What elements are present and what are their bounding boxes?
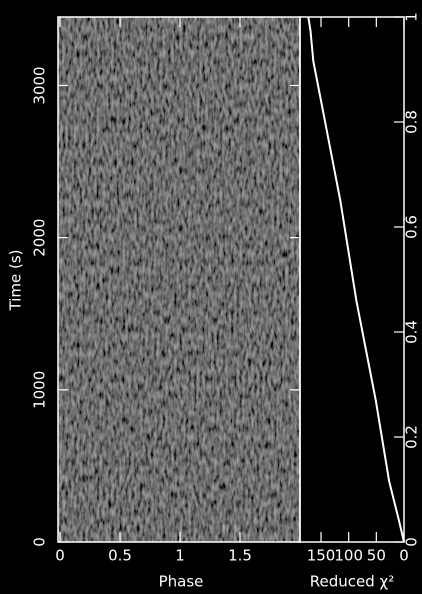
x-tick-label: 1	[175, 547, 185, 565]
y2-tick-label: 0.4	[403, 320, 421, 344]
x-axis-label: Phase	[159, 573, 204, 591]
y-tick-label: 2000	[31, 219, 49, 257]
chi2-line	[307, 16, 405, 543]
x-tick-label: 1.5	[228, 547, 252, 565]
y-tick-label: 0	[31, 537, 49, 547]
x-tick-label: 50	[367, 547, 386, 565]
y-tick-label: 3000	[31, 66, 49, 104]
plot-frame	[299, 16, 405, 543]
x-tick-label: 150	[307, 547, 336, 565]
y2-tick-label: 0	[403, 537, 421, 547]
y2-tick-label: 0.6	[403, 215, 421, 239]
y-axis-label: Time (s)	[7, 250, 25, 312]
y2-tick-label: 0.2	[403, 425, 421, 449]
x-tick-label: 0.5	[108, 547, 132, 565]
y2-tick-label: 0.8	[403, 110, 421, 134]
y2-tick-label: 1	[403, 12, 421, 22]
phase-time-image	[58, 17, 300, 542]
x-tick-label: 0	[55, 547, 65, 565]
y-tick-label: 1000	[31, 371, 49, 409]
x-tick-label: 0	[399, 547, 409, 565]
x-axis-label: Reduced χ²	[310, 573, 394, 591]
x-tick-label: 100	[334, 547, 363, 565]
